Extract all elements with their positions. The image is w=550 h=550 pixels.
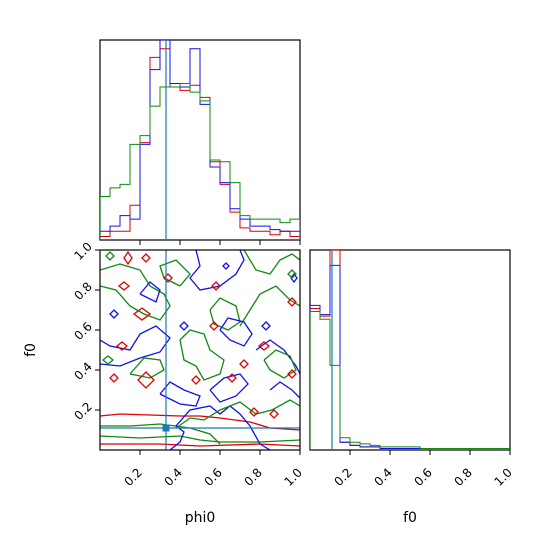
contour-island-red [115, 341, 129, 351]
contour-red [100, 413, 300, 431]
contour-island-red [141, 253, 151, 263]
contour-blue [189, 250, 245, 291]
contour-blue [219, 317, 253, 347]
contour-island-green [105, 251, 115, 261]
contour-island-red [117, 281, 131, 291]
f0-y-tick-label: 0.8 [71, 279, 94, 302]
contour-island-red [211, 281, 221, 291]
phi0-x-tick-label: 0.6 [201, 465, 224, 488]
contour-blue [169, 405, 271, 450]
f0-x-tick-label: 1.0 [491, 465, 514, 488]
phi0-x-tick-label: 0.2 [121, 465, 144, 488]
truth-marker [162, 424, 170, 432]
phi0-hist-series-green [100, 82, 300, 240]
contour-frame [99, 249, 301, 451]
phi0-hist-series-blue [100, 40, 300, 240]
contour-green [243, 250, 300, 275]
contour-blue [139, 281, 161, 303]
contour-island-blue [222, 262, 230, 270]
contour-island-green [101, 355, 115, 365]
contour-island-red [249, 407, 259, 417]
contour-island-red [209, 321, 219, 331]
f0-x-tick-label: 0.4 [371, 465, 394, 488]
f0-y-tick-label: 0.4 [71, 359, 94, 382]
contour-island-red [163, 273, 173, 283]
contour-green [159, 259, 191, 287]
contour-island-blue [109, 309, 119, 319]
f0-hist-series-green [310, 311, 510, 450]
contour-island-red [137, 371, 155, 389]
phi0-x-tick-label: 0.8 [241, 465, 264, 488]
contour-green [100, 435, 300, 443]
contour-green [100, 263, 171, 321]
x-axis-label-phi0: phi0 [185, 510, 216, 526]
f0-y-tick-label: 0.6 [71, 319, 94, 342]
phi0-histogram-panel [99, 39, 301, 245]
contour-island-red [287, 297, 297, 307]
f0-x-tick-label: 0.6 [411, 465, 434, 488]
contour-green [263, 349, 297, 379]
f0-y-tick-label: 1.0 [71, 239, 94, 262]
contour-island-red [287, 369, 297, 379]
f0-histogram-panel: 0.2 0.4 0.6 0.8 1.0 [309, 249, 515, 489]
contour-blue [159, 381, 201, 407]
contour-blue [255, 339, 300, 375]
contour-island-red [123, 250, 133, 266]
phi0-x-tick-label: 1.0 [281, 465, 304, 488]
contour-red [100, 443, 300, 447]
phi0-f0-contour-panel: 0.2 0.4 0.6 0.8 1.0 0.2 0.4 0.6 0.8 1.0 [71, 239, 304, 488]
contour-island-red [109, 373, 119, 383]
contour-green [239, 285, 300, 327]
contour-island-red [132, 307, 152, 321]
contour-blue [269, 381, 300, 399]
contour-island-blue [179, 321, 189, 331]
contour-island-blue [290, 272, 298, 284]
contour-green [209, 297, 241, 331]
contour-island-red [227, 373, 237, 383]
contour-island-red [239, 359, 249, 369]
contour-island-red [191, 375, 201, 385]
contour-green [100, 423, 221, 445]
contour-island-blue [261, 321, 271, 331]
f0-x-tick-label: 0.2 [331, 465, 354, 488]
contour-green [179, 329, 225, 381]
f0-y-tick-label: 0.2 [71, 399, 94, 422]
phi0-histogram-frame [99, 39, 301, 241]
contour-green [175, 399, 300, 429]
contour-island-red [257, 341, 271, 351]
contour-island-red [269, 409, 279, 419]
x-axis-label-f0: f0 [403, 510, 417, 526]
contour-blue [209, 373, 249, 403]
phi0-x-tick-label: 0.4 [161, 465, 184, 488]
contour-island-green [287, 269, 297, 279]
f0-x-tick-label: 0.8 [451, 465, 474, 488]
contour-green [129, 357, 165, 379]
y-axis-label-f0: f0 [23, 343, 39, 357]
